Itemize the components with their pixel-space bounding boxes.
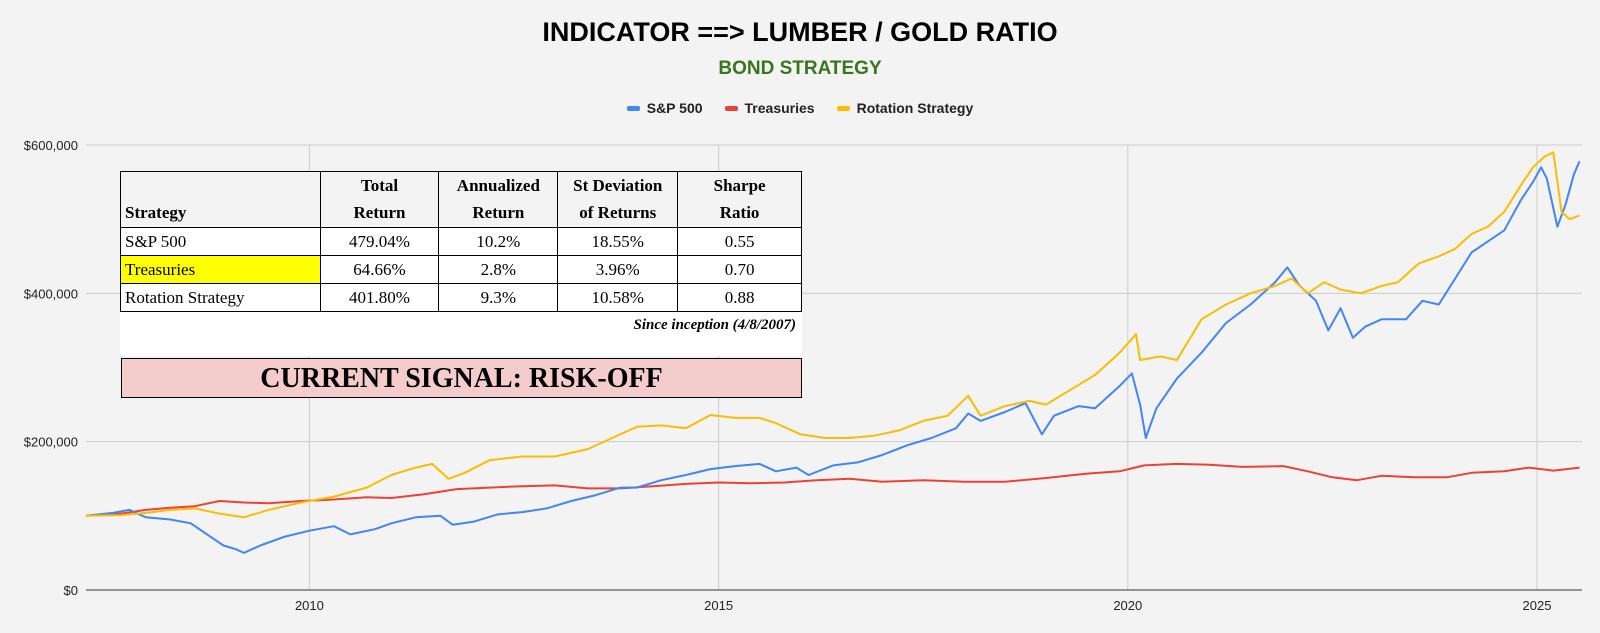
table-row: S&P 500 479.04% 10.2% 18.55% 0.55 <box>120 227 802 256</box>
header-annualized-return: Annualized Return <box>438 171 559 228</box>
stats-table-panel: Strategy Total Return Annualized Return St… <box>120 171 802 356</box>
legend-label-rotation: Rotation Strategy <box>856 100 974 116</box>
y-tick-label: $400,000 <box>24 286 78 301</box>
legend-swatch-rotation <box>836 105 850 111</box>
row-annualized-return: 9.3% <box>438 283 559 312</box>
since-inception-note: Since inception (4/8/2007) <box>633 317 797 333</box>
chart-title: INDICATOR ==> LUMBER / GOLD RATIO <box>542 17 1058 47</box>
row-sharpe: 0.88 <box>677 283 802 312</box>
row-name: S&P 500 <box>120 227 321 256</box>
stats-table: Strategy Total Return Annualized Return St… <box>120 171 802 312</box>
legend: S&P 500 Treasuries Rotation Strategy <box>0 100 1600 116</box>
series-line-s-p-500 <box>85 160 1581 554</box>
y-tick-label: $600,000 <box>24 138 78 153</box>
row-st-dev: 10.58% <box>557 283 679 312</box>
tick-labels: $0 $200,000 $400,000 $600,000 2010 2015 2020 20… <box>24 138 1552 613</box>
header-strategy: Strategy <box>120 171 321 228</box>
row-st-dev: 18.55% <box>557 227 679 256</box>
table-row: Treasuries 64.66% 2.8% 3.96% 0.70 <box>120 255 802 284</box>
chart-subtitle: BOND STRATEGY <box>718 58 882 79</box>
table-row: Rotation Strategy 401.80% 9.3% 10.58% 0.… <box>120 283 802 312</box>
y-tick-label: $200,000 <box>24 435 78 450</box>
legend-item-treasuries[interactable]: Treasuries <box>724 100 815 116</box>
row-annualized-return: 10.2% <box>438 227 559 256</box>
x-tick-label: 2015 <box>704 598 733 613</box>
row-annualized-return: 2.8% <box>438 255 559 284</box>
series-line-treasuries <box>85 462 1580 517</box>
legend-swatch-treasuries <box>724 105 738 111</box>
header-total-return: Total Return <box>319 171 440 228</box>
current-signal-banner: CURRENT SIGNAL: RISK-OFF <box>121 358 802 398</box>
header-st-deviation: St Deviation of Returns <box>557 171 679 228</box>
row-st-dev: 3.96% <box>557 255 679 284</box>
series-line-rotation-strategy <box>85 151 1580 519</box>
legend-item-rotation[interactable]: Rotation Strategy <box>836 100 974 116</box>
row-total-return: 479.04% <box>319 227 440 256</box>
table-header-row: Strategy Total Return Annualized Return St… <box>120 171 802 228</box>
x-tick-label: 2025 <box>1523 598 1552 613</box>
legend-label-treasuries: Treasuries <box>744 100 815 116</box>
row-sharpe: 0.70 <box>677 255 802 284</box>
row-name: Treasuries <box>120 255 321 284</box>
x-tick-label: 2010 <box>295 598 324 613</box>
legend-item-sp500[interactable]: S&P 500 <box>626 100 703 116</box>
row-total-return: 64.66% <box>319 255 440 284</box>
legend-swatch-sp500 <box>626 105 640 111</box>
legend-label-sp500: S&P 500 <box>646 100 703 116</box>
series-lines <box>85 151 1581 554</box>
header-sharpe-ratio: Sharpe Ratio <box>677 171 802 228</box>
row-total-return: 401.80% <box>319 283 440 312</box>
row-sharpe: 0.55 <box>677 227 802 256</box>
x-tick-label: 2020 <box>1113 598 1142 613</box>
y-tick-label: $0 <box>64 583 78 598</box>
row-name: Rotation Strategy <box>120 283 321 312</box>
